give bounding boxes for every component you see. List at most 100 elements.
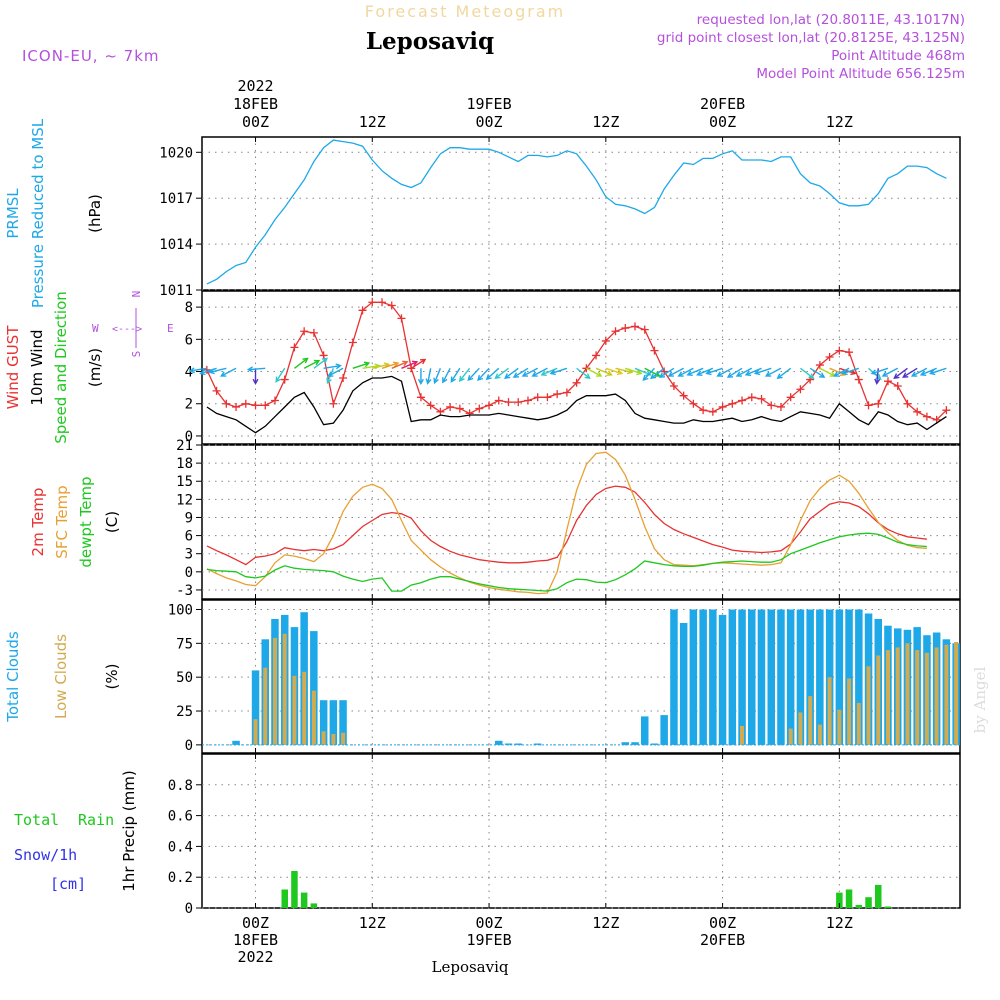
gust-marker — [893, 382, 902, 391]
wind-arrow-shaft — [615, 367, 633, 373]
precip-ytick-label: 0.6 — [168, 809, 193, 825]
wind-arrow-shaft — [605, 367, 623, 375]
gust-marker — [874, 399, 883, 408]
top-time-label: 20FEB — [700, 95, 745, 113]
pressure-ytick-label: 1017 — [159, 191, 193, 207]
top-time-label: 00Z — [476, 113, 503, 131]
gust-marker — [699, 406, 708, 415]
wind-arrow-head — [819, 372, 826, 378]
wind-arrow-shaft — [920, 367, 937, 376]
wind-arrow-shaft — [294, 357, 308, 369]
temperature-axis-label: dewpt Temp — [77, 476, 95, 567]
location-title: Leposaviq — [366, 28, 494, 55]
wind-arrow-shaft — [678, 367, 694, 377]
precip-bar — [855, 904, 863, 908]
wind-arrow — [658, 367, 675, 378]
clouds-bar — [757, 609, 766, 745]
clouds-ytick-label: 50 — [176, 670, 193, 686]
wind-arrow-shaft — [513, 367, 529, 378]
clouds-bar — [341, 732, 346, 745]
wind-arrow-shaft — [668, 367, 684, 377]
clouds-bar — [331, 734, 336, 745]
clouds-bar — [748, 609, 756, 745]
clouds-bar — [817, 724, 822, 745]
clouds-bar — [740, 725, 744, 745]
gust-marker — [270, 396, 279, 405]
precip-rain-label: Rain — [78, 811, 114, 829]
gust-marker — [757, 394, 766, 403]
gust-marker — [232, 402, 241, 411]
wind-arrow-shaft — [459, 367, 471, 382]
wind-arrow-head — [275, 376, 281, 383]
wind-arrow — [410, 358, 427, 369]
precip-bar — [300, 892, 308, 908]
wind-arrow — [870, 367, 889, 376]
gust-marker — [562, 388, 571, 397]
gust-marker — [475, 404, 484, 413]
wind-arrow — [199, 367, 217, 376]
wind-arrow-shaft — [541, 367, 558, 376]
credit-watermark: by Angel — [971, 666, 989, 733]
bottom-time-label: 12Z — [592, 914, 619, 932]
wind-arrow-shaft — [834, 367, 850, 377]
gust-marker — [776, 402, 785, 411]
wind-arrow — [485, 367, 500, 381]
wind-arrow-shaft — [842, 367, 860, 375]
temperature-ytick-label: 12 — [176, 492, 193, 508]
requested-coords: requested lon,lat (20.8011E, 43.1017N) — [697, 12, 965, 28]
wind-arrow-shaft — [427, 368, 432, 384]
precip-ytick-label: 0.8 — [168, 778, 193, 794]
pressure-panel: 1011 1014 1017 1020 PRMSL Pressure Reduced to… — [4, 118, 961, 308]
wind-arrow — [477, 367, 490, 382]
wind-arrow-shaft — [930, 367, 947, 375]
wind-ytick-label: 0 — [185, 429, 193, 445]
precip-bar — [865, 897, 872, 908]
gust-marker — [514, 398, 523, 407]
temperature-ytick-label: 3 — [185, 547, 193, 563]
wind-arrow-shaft — [504, 367, 519, 379]
bottom-time-label: 19FEB — [466, 931, 511, 949]
wind-arrow-head — [696, 370, 703, 376]
wind-arrow-shaft — [697, 367, 714, 376]
wind-arrow — [313, 357, 329, 369]
wind-arrow-head — [402, 360, 409, 367]
gust-marker — [455, 404, 464, 413]
pressure-frame — [201, 136, 961, 291]
wind-arrow-shaft — [221, 367, 237, 377]
wind-arrow-shaft — [328, 367, 344, 377]
wind-arrow — [450, 367, 461, 383]
clouds-bar — [319, 700, 328, 745]
wind-arrow-shaft — [323, 364, 341, 369]
clouds-bar — [816, 609, 824, 745]
gust-marker — [241, 399, 250, 408]
clouds-ytick-label: 100 — [168, 602, 193, 618]
wind-arrow — [246, 366, 266, 373]
clouds-bar — [621, 742, 629, 745]
clouds-bar — [835, 609, 844, 745]
gust-marker — [523, 396, 532, 405]
gust-marker — [378, 298, 387, 307]
wind-arrow — [881, 367, 899, 377]
gust-marker — [319, 351, 328, 360]
wind-arrow-shaft — [381, 362, 399, 369]
gust-marker — [942, 406, 951, 415]
wind-arrow — [576, 367, 591, 379]
pressure-axis-label: Pressure Reduced to MSL — [29, 118, 47, 308]
clouds-axis-label: Total Clouds — [4, 631, 22, 723]
gust-marker — [631, 322, 640, 331]
wind-arrow-shaft — [643, 367, 655, 381]
gust-marker — [572, 378, 581, 387]
wind-arrow — [458, 367, 471, 382]
clouds-bar — [845, 609, 853, 745]
gust-marker — [718, 402, 727, 411]
wind-arrow-head — [450, 376, 457, 383]
wind-arrow-shaft — [486, 367, 500, 380]
gust-marker — [601, 336, 610, 345]
wind-arrow-head — [521, 371, 529, 377]
wind-arrow — [919, 367, 937, 376]
wind-arrow-shaft — [550, 367, 568, 375]
top-time-label: 12Z — [826, 113, 853, 131]
wind-arrow-head — [776, 373, 783, 379]
wind-arrow-head — [531, 371, 538, 377]
